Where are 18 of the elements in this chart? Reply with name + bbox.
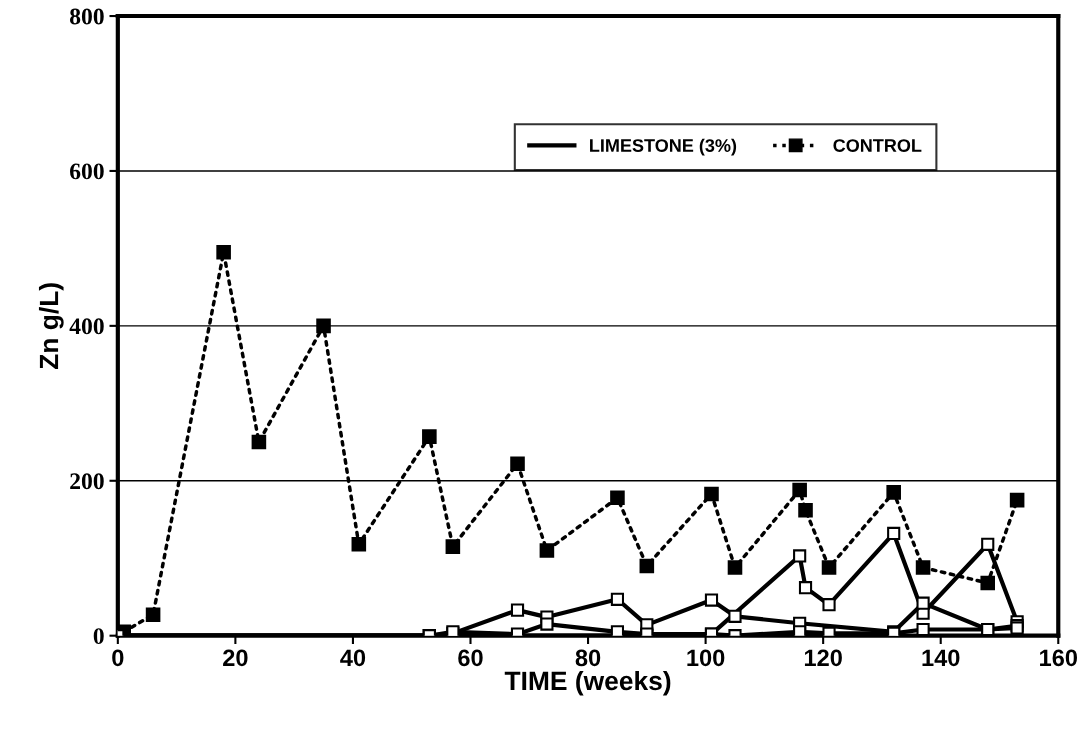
legend-label: CONTROL: [833, 139, 922, 152]
x-tick-label: 0: [112, 649, 124, 667]
y-tick-label: 0: [93, 628, 104, 645]
y-tick-label: 600: [70, 163, 104, 180]
x-tick-label: 20: [223, 649, 248, 667]
legend-label: LIMESTONE (3%): [590, 138, 737, 156]
y-axis-title: Zn g/L): [38, 283, 64, 370]
x-tick-label: 40: [340, 649, 366, 667]
x-tick-label: 160: [1040, 649, 1077, 667]
x-tick-label: 80: [575, 649, 601, 667]
x-tick-label: 120: [804, 649, 842, 667]
y-tick-label: 800: [70, 8, 104, 25]
x-axis-title: TIME (weeks): [504, 670, 671, 696]
x-tick-label: 60: [458, 649, 483, 667]
y-tick-label: 200: [70, 473, 104, 490]
x-tick-label: 140: [922, 649, 960, 667]
x-tick-label: 100: [687, 649, 725, 667]
y-tick-label: 400: [69, 318, 104, 335]
